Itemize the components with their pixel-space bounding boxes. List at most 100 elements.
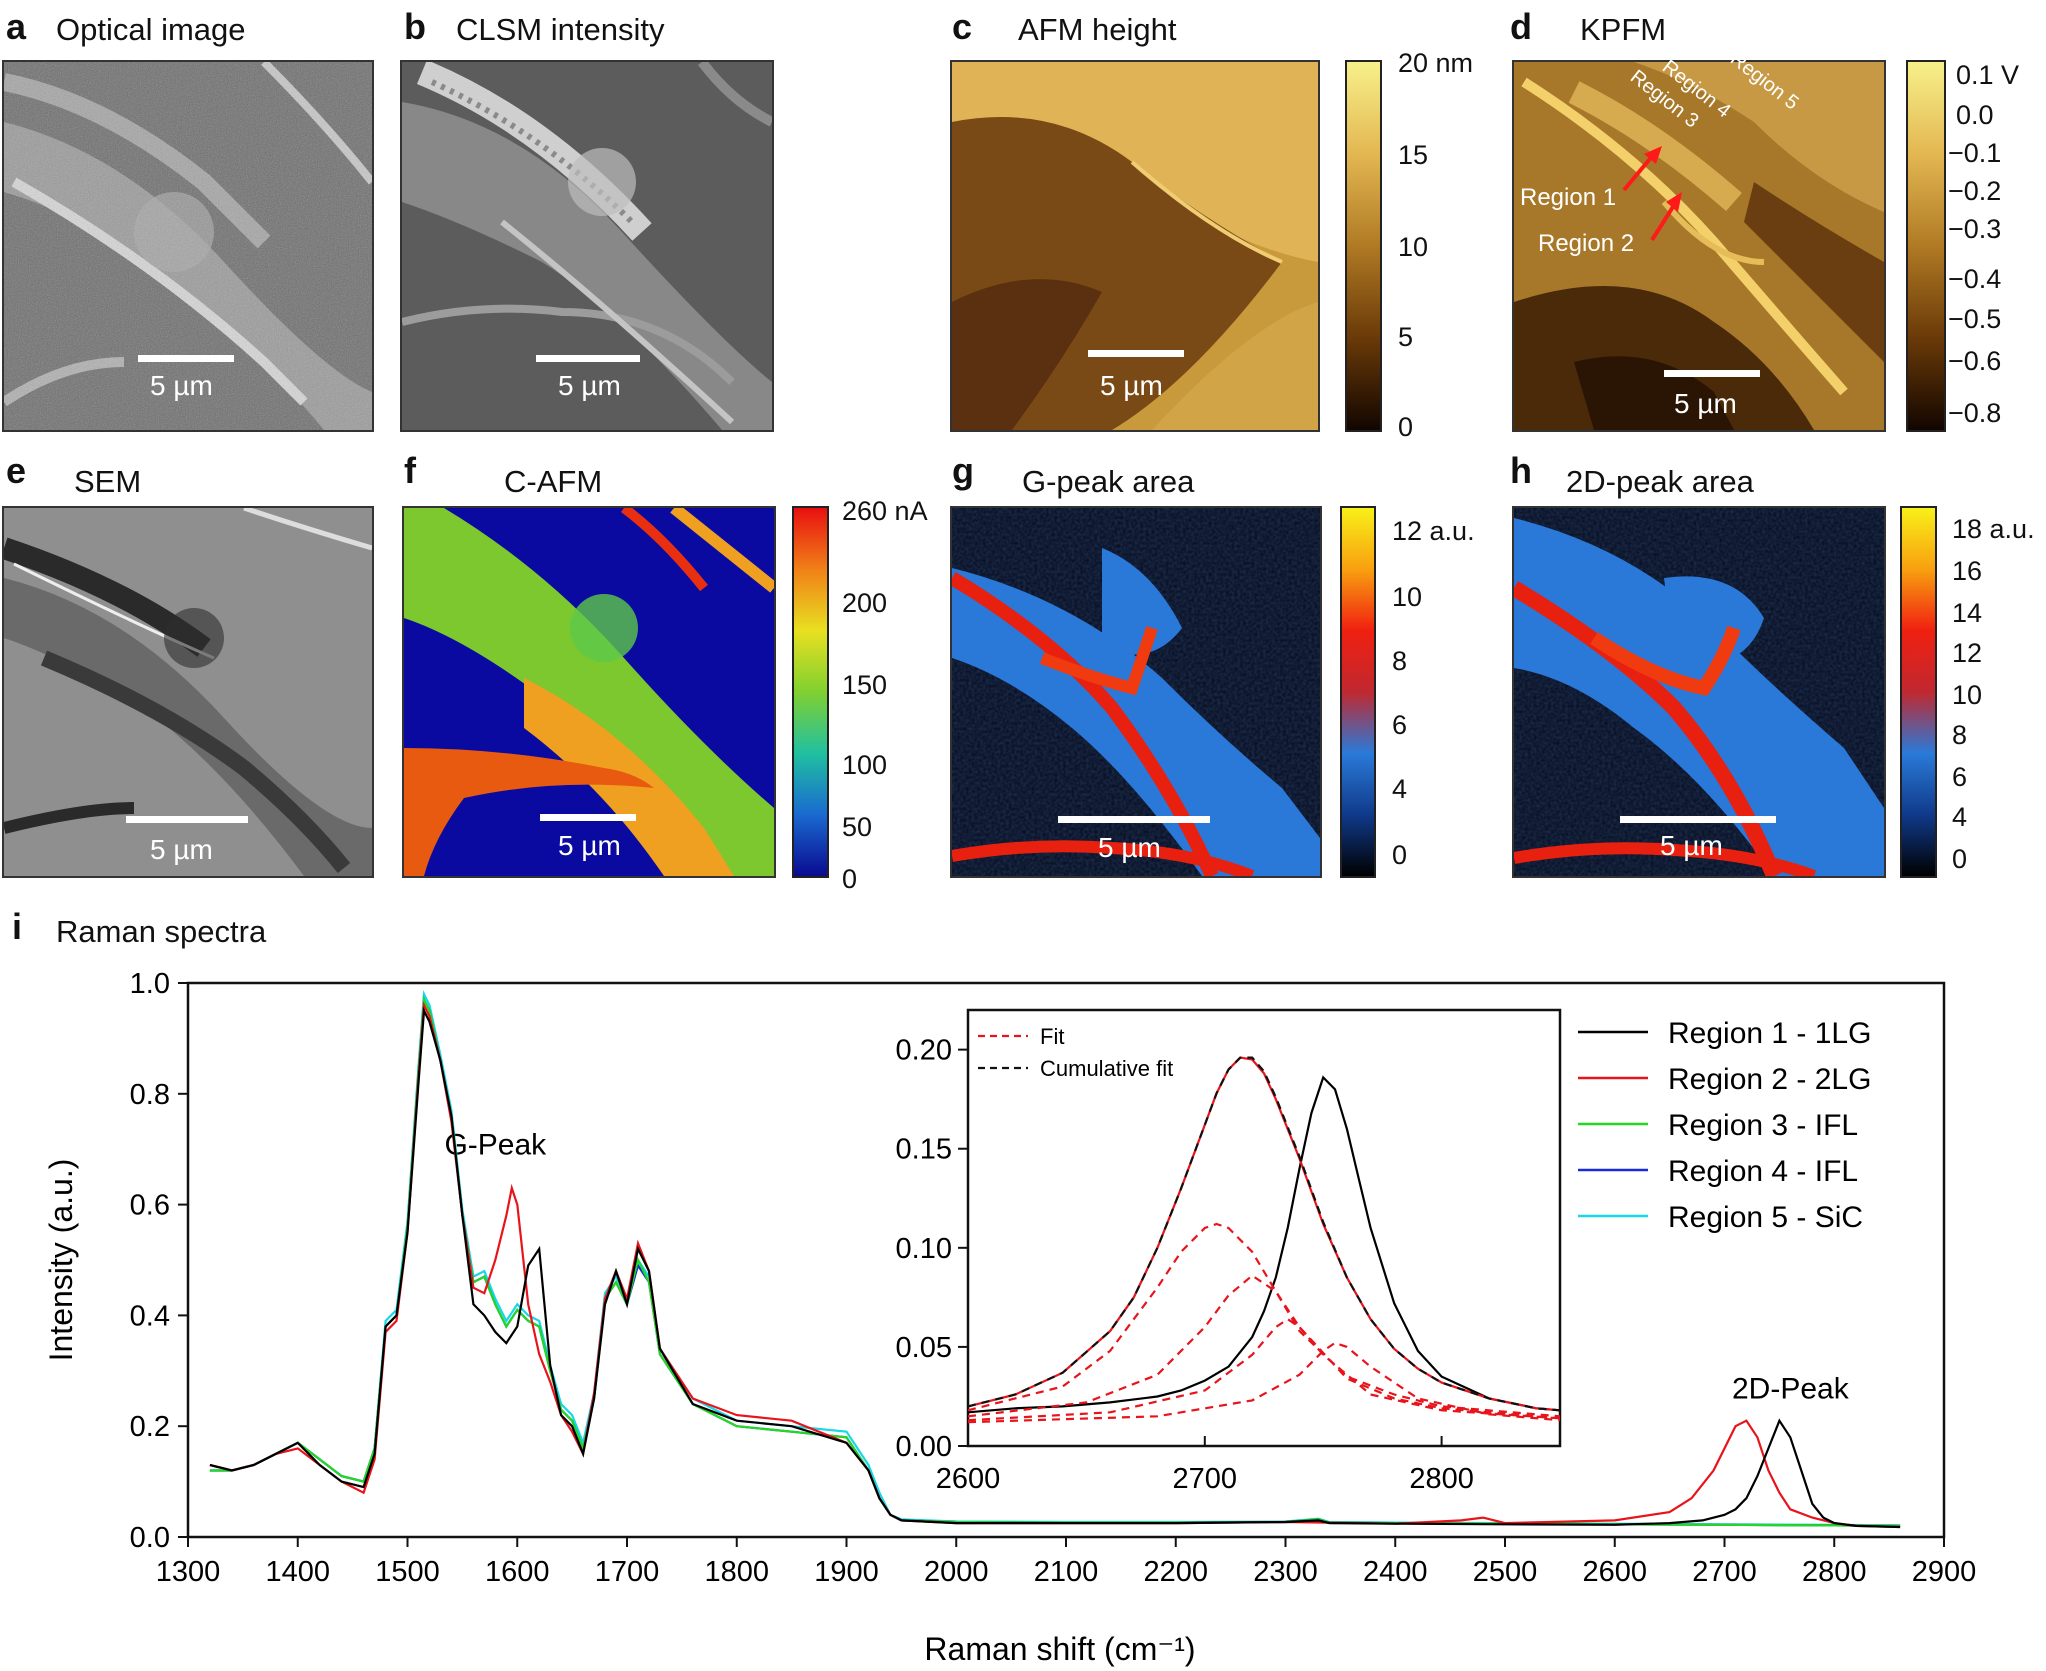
x-tick-label: 1300 [156,1556,221,1588]
g-peak-tick: 10 [1392,582,1423,612]
panel-h-title: 2D-peak area [1566,464,1754,499]
inset-legend-label: Fit [1040,1024,1064,1049]
kpfm-tick: −0.5 [1948,304,2002,334]
x-tick-label: 2900 [1912,1556,1977,1588]
2d-peak-colorbar [1900,506,1937,878]
x-tick-label: 2800 [1802,1556,1867,1588]
kpfm-tick: −0.1 [1948,138,2002,168]
x-tick-label: 2400 [1363,1556,1428,1588]
inset-series-cumulative-fit [967,1056,1561,1412]
scale-bar-e [126,816,248,823]
y-tick-label: 0.8 [130,1079,170,1111]
legend-label-region-4: Region 4 - IFL [1668,1155,1858,1188]
x-tick-label: 1800 [704,1556,769,1588]
scale-bar-h [1620,816,1776,823]
afm-tick: 15 [1398,140,1429,170]
c-afm-tick: 100 [842,750,888,780]
legend-label-region-2: Region 2 - 2LG [1668,1063,1871,1096]
kpfm-tick: −0.3 [1948,214,2002,244]
scale-bar-d [1664,370,1760,377]
inset-y-tick-label: 0.05 [896,1332,952,1364]
g-peak-tick: 4 [1392,774,1408,804]
2d-peak-tick: 6 [1952,762,1968,792]
legend-label-region-5: Region 5 - SiC [1668,1201,1863,1234]
series-line-region-1 [209,1006,1901,1529]
x-tick-label: 1900 [814,1556,879,1588]
kpfm-tick: 0.0 [1956,100,1994,130]
afm-tick: 0 [1398,412,1414,442]
panel-i-title: Raman spectra [56,914,267,949]
scale-label-d: 5 µm [1674,388,1737,419]
afm-tick: 20 nm [1398,48,1474,78]
kpfm-tick: −0.2 [1948,176,2002,206]
inset-series-fit-4 [967,1341,1561,1424]
legend-label-region-3: Region 3 - IFL [1668,1109,1858,1142]
2d-peak-tick: 8 [1952,720,1968,750]
kpfm-arrows [1622,146,1682,242]
g-peak-tick: 8 [1392,646,1408,676]
optical-image [2,60,374,432]
inset-series-fit-2 [967,1274,1561,1420]
x-tick-label: 1600 [485,1556,550,1588]
raman-spectra-chart: 1300 1400 1500 1600 1700 1800 1900 2000 2100 2200… [43,968,1977,1667]
panel-e-letter: e [6,450,27,491]
x-tick-label: 2700 [1692,1556,1757,1588]
scale-bar-a [138,355,234,362]
y-axis-label: Intensity (a.u.) [43,1159,79,1362]
legend-label-region-1: Region 1 - 1LG [1668,1017,1871,1050]
c-afm-colorbar [792,506,829,878]
y-tick-label: 0.4 [130,1300,170,1332]
2d-peak-tick: 10 [1952,680,1983,710]
scale-bar-b [536,355,640,362]
scale-bar-f [540,814,636,821]
2d-peak-tick: 12 [1952,638,1983,668]
inset-x-tick-label: 2600 [936,1463,1001,1495]
g-peak-colorbar [1340,506,1376,878]
scale-label-a: 5 µm [150,370,213,401]
afm-tick: 10 [1398,232,1429,262]
panel-e-title: SEM [74,464,142,499]
y-tick-label: 0.0 [130,1522,170,1554]
x-tick-label: 2600 [1582,1556,1647,1588]
inset-frame [966,1008,1562,1448]
2d-peak-tick: 14 [1952,598,1983,628]
afm-height-image [950,60,1320,432]
inset-legend-label: Cumulative fit [1040,1056,1173,1081]
panel-d-title: KPFM [1580,12,1667,47]
g-peak-area-image [950,506,1322,878]
scale-bar-c [1088,350,1184,357]
scale-label-h: 5 µm [1660,830,1723,861]
panel-b-title: CLSM intensity [456,12,665,47]
panel-f-title: C-AFM [504,464,603,499]
scale-label-g: 5 µm [1098,832,1161,863]
clsm-intensity-image [400,60,774,432]
panel-b-letter: b [404,6,426,47]
2d-peak-tick: 4 [1952,802,1968,832]
kpfm-region-1-label: Region 1 [1520,184,1617,211]
panel-d-letter: d [1510,6,1532,47]
scale-label-e: 5 µm [150,834,213,865]
afm-tick: 5 [1398,322,1414,352]
panel-a-title: Optical image [56,12,246,47]
x-tick-label: 1400 [265,1556,330,1588]
scale-label-f: 5 µm [558,830,621,861]
inset-series-region-1-1lg [967,1075,1561,1414]
panel-c-letter: c [952,6,973,47]
inset-x-tick-label: 2700 [1173,1463,1238,1495]
peak-annotation: G-Peak [444,1129,547,1162]
2d-peak-tick: 0 [1952,844,1968,874]
x-tick-label: 1500 [375,1556,440,1588]
x-tick-label: 1700 [595,1556,660,1588]
c-afm-tick: 150 [842,670,888,700]
g-peak-tick: 6 [1392,710,1408,740]
c-afm-tick: 200 [842,588,888,618]
inset-series-fit-1 [967,1222,1561,1418]
y-tick-label: 0.2 [130,1411,170,1443]
x-tick-label: 2200 [1143,1556,1208,1588]
panel-f-letter: f [404,450,416,491]
c-afm-image [402,506,776,878]
x-tick-label: 2300 [1253,1556,1318,1588]
c-afm-tick: 0 [842,864,858,894]
c-afm-tick: 50 [842,812,873,842]
x-axis-label: Raman shift (cm⁻¹) [924,1631,1195,1667]
